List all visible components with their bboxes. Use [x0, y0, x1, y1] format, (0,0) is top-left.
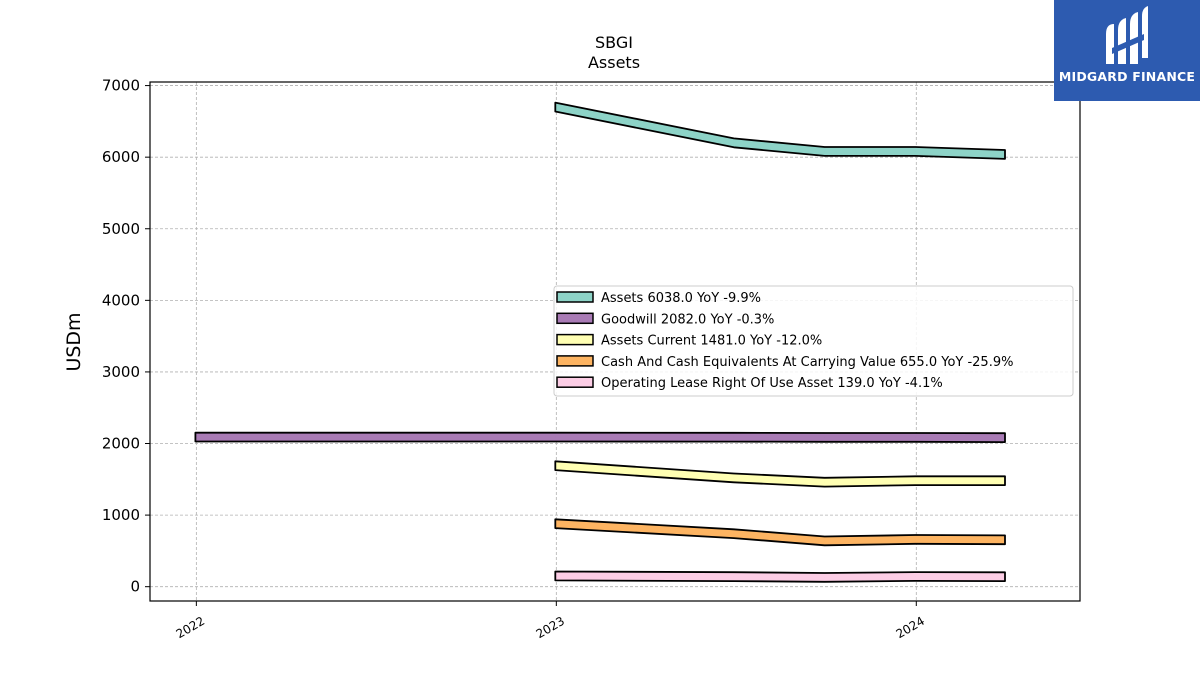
data-point	[915, 539, 916, 540]
data-point	[915, 151, 916, 152]
legend-box	[553, 285, 1074, 397]
y-tick-label: 2000	[102, 435, 140, 453]
series-layer	[194, 101, 1006, 583]
y-tick-label: 3000	[102, 363, 140, 381]
y-tick-label: 0	[130, 578, 140, 596]
data-point	[915, 576, 916, 577]
data-point	[733, 437, 734, 438]
chart-subtitle: Assets	[588, 53, 640, 72]
data-point	[824, 151, 825, 152]
data-point	[915, 437, 916, 438]
legend-swatch	[556, 355, 594, 367]
x-tick-label: 2023	[534, 614, 567, 641]
y-tick-label: 1000	[102, 506, 140, 524]
series-band-assets	[554, 101, 1006, 160]
x-axis: 2022 2023 2024	[174, 601, 927, 641]
chart-title: SBGI	[595, 33, 633, 52]
data-point	[1004, 539, 1005, 540]
data-point	[555, 106, 556, 107]
data-point	[824, 482, 825, 483]
data-point	[733, 477, 734, 478]
data-point	[824, 577, 825, 578]
y-tick-label: 4000	[102, 291, 140, 309]
data-point	[555, 523, 556, 524]
data-point	[1004, 576, 1005, 577]
data-point	[555, 436, 556, 437]
data-point	[733, 576, 734, 577]
y-tick-label: 5000	[102, 220, 140, 238]
data-point	[915, 480, 916, 481]
legend-swatch	[556, 291, 594, 303]
legend-swatch	[556, 376, 594, 388]
data-point	[733, 533, 734, 534]
data-point	[1004, 480, 1005, 481]
plot-frame	[149, 81, 1081, 602]
data-point	[1004, 437, 1005, 438]
legend-entry: Cash And Cash Equivalents At Carrying Va…	[601, 355, 1013, 370]
data-point	[195, 436, 196, 437]
series-band-assets-current	[554, 460, 1006, 488]
x-tick-label: 2024	[894, 614, 927, 641]
legend-entry: Assets 6038.0 YoY -9.9%	[601, 291, 761, 306]
legend-entry: Assets Current 1481.0 YoY -12.0%	[601, 334, 822, 349]
series-band-goodwill	[194, 431, 1006, 443]
legend-swatch	[556, 312, 594, 325]
legend-swatch	[556, 333, 594, 346]
y-axis: 0 1000 2000 3000 4000 5000 6000 7000	[102, 77, 150, 596]
series-band-operating-lease-right-of-use-asset	[554, 570, 1006, 583]
data-point	[733, 142, 734, 143]
series-band-cash-and-cash-equivalents-at-carrying-value	[554, 518, 1006, 547]
y-tick-label: 6000	[102, 148, 140, 166]
legend: Assets 6038.0 YoY -9.9% Goodwill 2082.0 Y…	[553, 285, 1074, 397]
data-point	[555, 465, 556, 466]
data-point	[824, 437, 825, 438]
y-tick-label: 7000	[102, 77, 140, 95]
data-point	[824, 540, 825, 541]
data-point	[1004, 154, 1005, 155]
y-axis-label: USDm	[63, 312, 85, 371]
logo-text: MIDGARD FINANCE	[1058, 69, 1196, 84]
legend-entry: Goodwill 2082.0 YoY -0.3%	[601, 312, 774, 327]
x-tick-label: 2022	[174, 614, 207, 641]
midgard-finance-logo: MIDGARD FINANCE	[1054, 0, 1200, 101]
legend-entry: Operating Lease Right Of Use Asset 139.0…	[601, 376, 943, 391]
logo-mark-icon	[1106, 6, 1148, 64]
data-point	[555, 575, 556, 576]
